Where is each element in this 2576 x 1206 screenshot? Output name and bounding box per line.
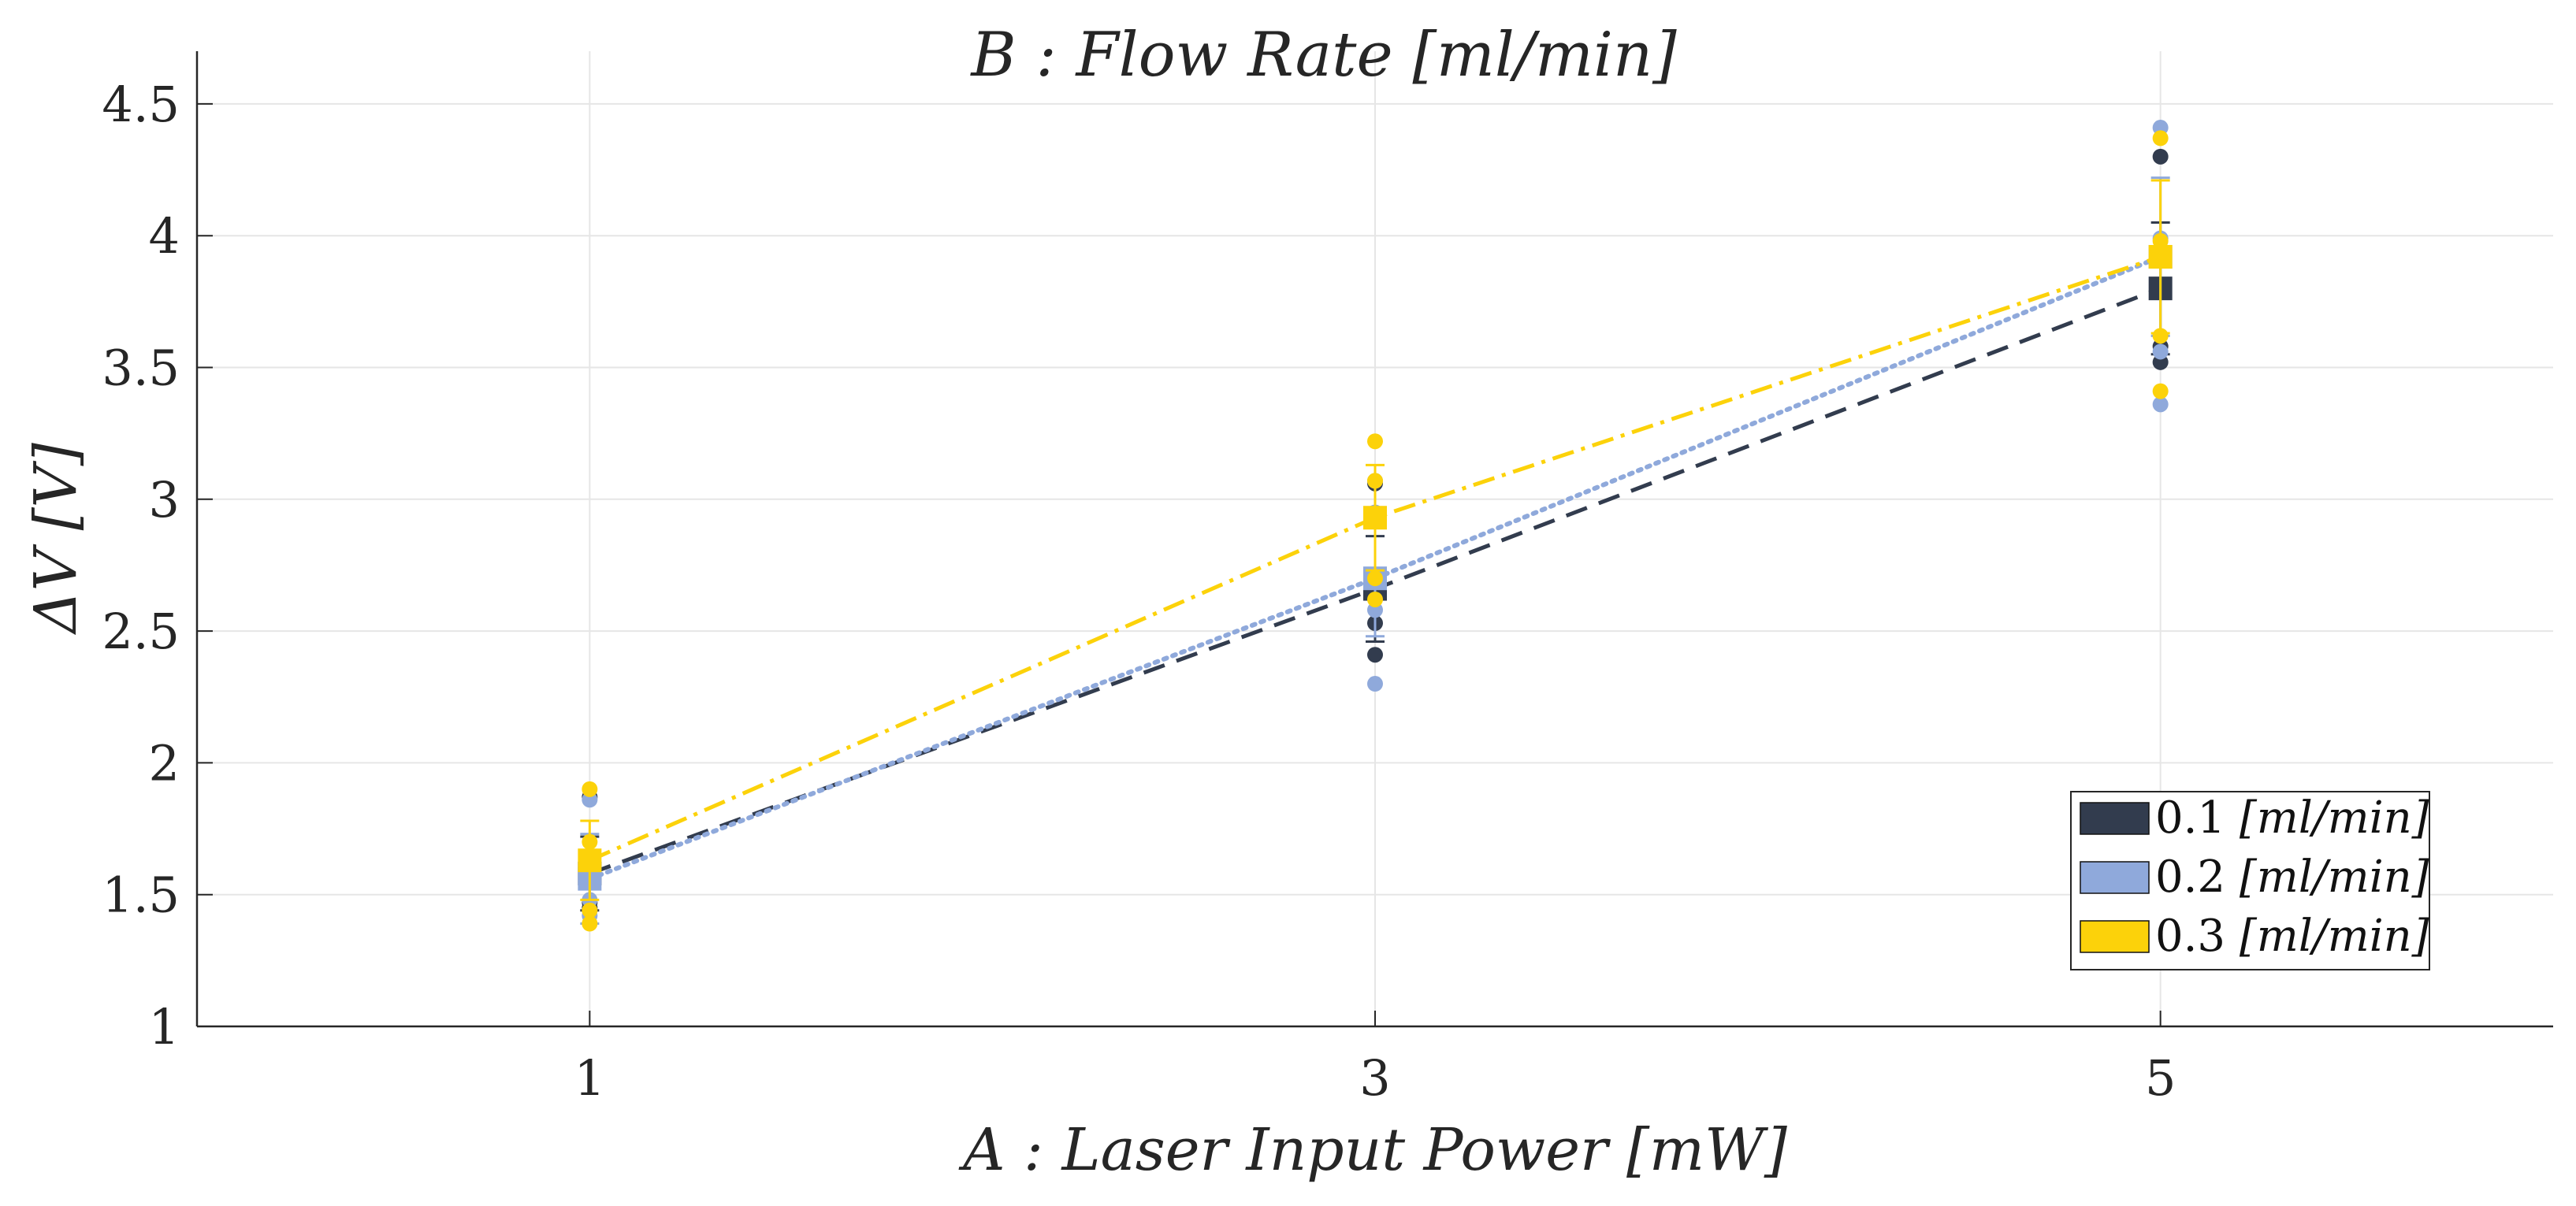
legend-swatch-0 <box>2080 802 2150 835</box>
raw-point-2-0-1 <box>582 902 598 918</box>
y-tick-label-2: 2 <box>149 734 180 792</box>
raw-point-2-2-0 <box>2152 383 2169 399</box>
mean-marker-2-0 <box>578 848 602 873</box>
y-tick-label-3: 2.5 <box>102 603 180 660</box>
legend-item-0: 0.1 [ml/min] <box>2080 792 2429 844</box>
legend-label-0: 0.1 [ml/min] <box>2155 792 2429 844</box>
legend-item-1: 0.2 [ml/min] <box>2080 852 2429 903</box>
raw-point-1-2-1 <box>2152 343 2169 360</box>
raw-point-2-0-0 <box>582 915 598 932</box>
mean-marker-2-2 <box>2148 244 2173 269</box>
y-tick-label-4: 3 <box>149 471 180 529</box>
legend-unit-2: [ml/min] <box>2240 911 2429 962</box>
raw-point-2-1-1 <box>1367 570 1383 587</box>
y-tick-label-6: 4 <box>149 207 180 265</box>
x-tick-label-0: 1 <box>574 1049 605 1107</box>
tick-labels: 1 1.5 2 2.5 3 3.5 4 4.5 1 3 5 <box>102 76 2176 1107</box>
legend-label-1: 0.2 [ml/min] <box>2155 852 2429 903</box>
series-2 <box>578 130 2173 932</box>
y-tick-label-7: 4.5 <box>102 76 180 133</box>
chart-title: B : Flow Rate [ml/min] <box>969 20 1677 91</box>
legend: 0.1 [ml/min] 0.2 [ml/min] 0.3 [ml/min] <box>2070 791 2430 970</box>
x-tick-label-1: 3 <box>1359 1049 1390 1107</box>
raw-point-0-2-4 <box>2152 148 2169 165</box>
legend-unit-0: [ml/min] <box>2240 792 2429 844</box>
legend-unit-1: [ml/min] <box>2240 852 2429 903</box>
legend-item-2: 0.3 [ml/min] <box>2080 911 2429 962</box>
legend-number-2: 0.3 <box>2155 911 2225 962</box>
raw-point-1-1-0 <box>1367 676 1383 692</box>
legend-number-1: 0.2 <box>2155 852 2225 903</box>
legend-swatch-1 <box>2080 861 2150 894</box>
raw-point-0-1-0 <box>1367 647 1383 663</box>
y-tick-label-5: 3.5 <box>102 340 180 397</box>
x-axis-title: A : Laser Input Power [mW] <box>958 1116 1787 1184</box>
legend-label-2: 0.3 [ml/min] <box>2155 911 2429 962</box>
raw-point-2-2-4 <box>2152 130 2169 147</box>
x-tick-label-2: 5 <box>2145 1049 2176 1107</box>
legend-number-0: 0.1 <box>2155 792 2225 844</box>
series-group <box>578 120 2173 932</box>
raw-point-2-1-4 <box>1367 433 1383 450</box>
legend-swatch-2 <box>2080 920 2150 953</box>
raw-point-1-2-0 <box>2152 396 2169 413</box>
y-tick-label-1: 1.5 <box>102 866 180 924</box>
mean-marker-2-1 <box>1363 506 1387 530</box>
y-tick-label-0: 1 <box>149 998 180 1056</box>
y-axis-title: ΔV [V] <box>22 443 90 636</box>
raw-point-2-2-1 <box>2152 328 2169 344</box>
raw-point-2-0-4 <box>582 781 598 797</box>
raw-point-2-1-0 <box>1367 591 1383 607</box>
axes <box>195 51 2553 1028</box>
